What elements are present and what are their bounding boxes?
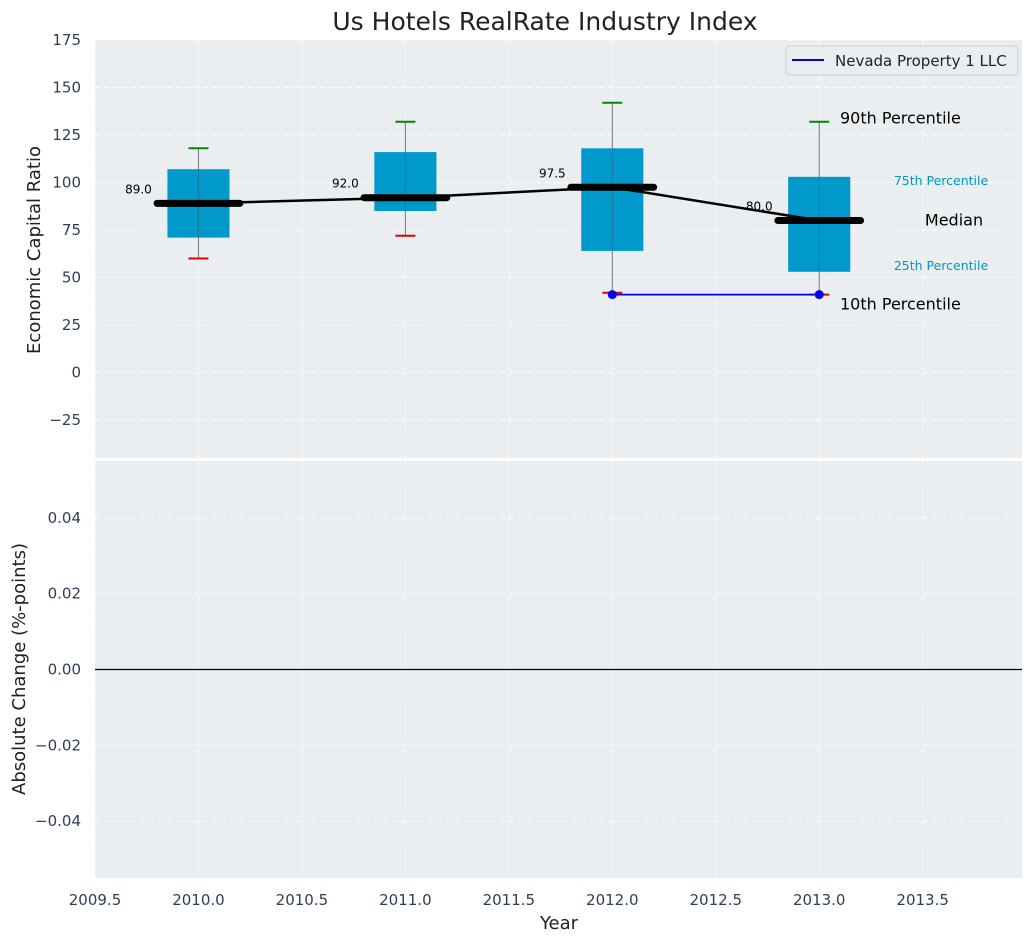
median-value-label: 92.0	[332, 177, 359, 191]
x-tick-label: 2012.5	[690, 891, 743, 909]
top-y-ticks: 175 150 125 100 75 50 25 0 −25	[49, 31, 81, 429]
top-plot-area	[95, 40, 1022, 458]
x-tick-label: 2013.5	[896, 891, 949, 909]
median-value-label: 97.5	[539, 166, 566, 180]
p25-annotation: 25th Percentile	[894, 258, 989, 273]
x-tick-label: 2011.5	[483, 891, 536, 909]
series-point	[814, 290, 824, 300]
bottom-y-ticks: 0.04 0.02 0.00 −0.02 −0.04	[35, 509, 81, 830]
x-tick-label: 2009.5	[69, 891, 122, 909]
top-y-tick-label: 150	[52, 79, 81, 97]
p10-annotation: 10th Percentile	[840, 295, 961, 314]
top-y-tick-label: 75	[62, 221, 81, 239]
median-annotation: Median	[925, 211, 983, 230]
bottom-y-tick-label: −0.04	[35, 812, 81, 830]
percentile-annotations: 90th Percentile 75th Percentile Median 25th…	[840, 109, 988, 314]
legend-box	[785, 45, 1019, 76]
median-value-label: 89.0	[125, 182, 152, 196]
median-trend-line	[198, 185, 820, 222]
series-point	[607, 290, 617, 300]
legend: Nevada Property 1 LLC	[785, 45, 1019, 76]
bottom-y-tick-label: 0.04	[48, 509, 81, 527]
x-tick-label: 2011.0	[379, 891, 432, 909]
top-y-tick-label: 100	[52, 174, 81, 192]
x-tick-label: 2013.0	[793, 891, 846, 909]
bottom-y-tick-label: −0.02	[35, 736, 81, 754]
x-axis-label: Year	[539, 913, 579, 934]
top-y-axis-label: Economic Capital Ratio	[24, 146, 45, 354]
series-layer	[607, 290, 824, 300]
top-y-tick-label: 175	[52, 31, 81, 49]
bottom-y-tick-label: 0.02	[48, 585, 81, 603]
x-ticks: 2009.5 2010.0 2010.5 2011.0 2011.5 2012.0 2012…	[69, 891, 949, 909]
x-tick-label: 2010.0	[172, 891, 225, 909]
top-y-tick-label: −25	[49, 411, 81, 429]
bottom-y-axis-label: Absolute Change (%-points)	[9, 543, 30, 795]
p75-annotation: 75th Percentile	[894, 173, 989, 188]
top-y-tick-label: 0	[71, 364, 81, 382]
bottom-y-tick-label: 0.00	[48, 661, 81, 679]
p90-annotation: 90th Percentile	[840, 109, 961, 128]
legend-label-nevada-property: Nevada Property 1 LLC	[835, 52, 1007, 70]
median-trend-polyline	[198, 185, 820, 222]
x-tick-label: 2012.0	[586, 891, 639, 909]
top-y-tick-label: 25	[62, 316, 81, 334]
top-y-tick-label: 125	[52, 126, 81, 144]
x-tick-label: 2010.5	[276, 891, 329, 909]
chart-title: Us Hotels RealRate Industry Index	[332, 7, 757, 36]
top-y-tick-label: 50	[62, 269, 81, 287]
